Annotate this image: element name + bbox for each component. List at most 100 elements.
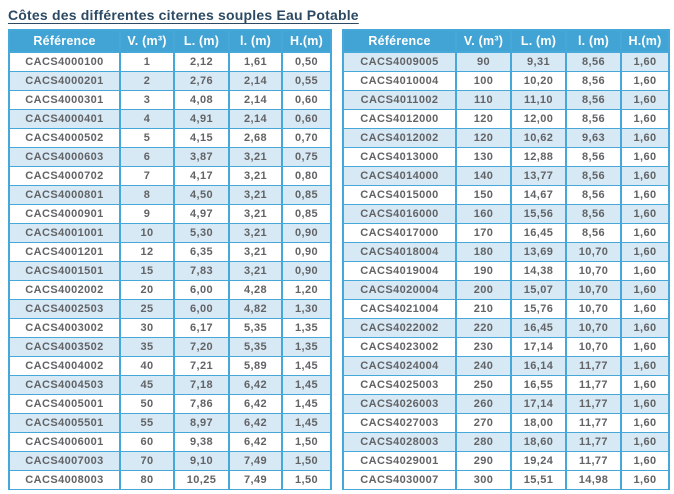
length-cell: 7,18 xyxy=(173,374,230,395)
height-cell: 1,60 xyxy=(620,108,670,129)
width-cell: 10,70 xyxy=(565,241,622,262)
width-cell: 14,98 xyxy=(565,469,622,490)
table-row: CACS4005501 55 8,97 6,42 1,45 xyxy=(8,412,332,433)
volume-cell: 3 xyxy=(119,89,175,110)
length-cell: 7,20 xyxy=(173,336,230,357)
height-cell: 1,60 xyxy=(620,450,670,471)
height-cell: 0,70 xyxy=(281,127,332,148)
width-cell: 10,70 xyxy=(565,317,622,338)
height-cell: 1,60 xyxy=(620,165,670,186)
height-cell: 1,45 xyxy=(281,355,332,376)
table-row: CACS4019004 190 14,38 10,70 1,60 xyxy=(342,260,670,281)
reference-cell: CACS4000801 xyxy=(8,184,121,205)
table-row: CACS4026003 260 17,14 11,77 1,60 xyxy=(342,393,670,414)
height-cell: 1,60 xyxy=(620,89,670,110)
width-cell: 11,77 xyxy=(565,412,622,433)
reference-cell: CACS4005001 xyxy=(8,393,121,414)
reference-cell: CACS4017000 xyxy=(342,222,457,243)
height-cell: 0,90 xyxy=(281,260,332,281)
volume-cell: 1 xyxy=(119,51,175,72)
height-cell: 1,60 xyxy=(620,298,670,319)
reference-cell: CACS4015000 xyxy=(342,184,457,205)
height-cell: 1,60 xyxy=(620,317,670,338)
table-row: CACS4022002 220 16,45 10,70 1,60 xyxy=(342,317,670,338)
column-header-reference: Référence xyxy=(8,29,121,53)
table-row: CACS4004503 45 7,18 6,42 1,45 xyxy=(8,374,332,395)
volume-cell: 150 xyxy=(455,184,512,205)
length-cell: 12,00 xyxy=(510,108,567,129)
table-row: CACS4005001 50 7,86 6,42 1,45 xyxy=(8,393,332,414)
length-cell: 10,62 xyxy=(510,127,567,148)
table-row: CACS4000901 9 4,97 3,21 0,85 xyxy=(8,203,332,224)
length-cell: 13,77 xyxy=(510,165,567,186)
height-cell: 0,60 xyxy=(281,89,332,110)
reference-cell: CACS4024004 xyxy=(342,355,457,376)
width-cell: 11,77 xyxy=(565,355,622,376)
table-row: CACS4002002 20 6,00 4,28 1,20 xyxy=(8,279,332,300)
length-cell: 4,17 xyxy=(173,165,230,186)
width-cell: 8,56 xyxy=(565,51,622,72)
width-cell: 11,77 xyxy=(565,393,622,414)
reference-cell: CACS4002503 xyxy=(8,298,121,319)
table-row: CACS4000100 1 2,12 1,61 0,50 xyxy=(8,51,332,72)
volume-cell: 25 xyxy=(119,298,175,319)
table-row: CACS4000801 8 4,50 3,21 0,85 xyxy=(8,184,332,205)
length-cell: 2,12 xyxy=(173,51,230,72)
width-cell: 8,56 xyxy=(565,108,622,129)
table-row: CACS4020004 200 15,07 10,70 1,60 xyxy=(342,279,670,300)
column-header-width: l. (m) xyxy=(565,29,622,53)
length-cell: 16,45 xyxy=(510,222,567,243)
height-cell: 1,45 xyxy=(281,412,332,433)
width-cell: 10,70 xyxy=(565,260,622,281)
width-cell: 8,56 xyxy=(565,89,622,110)
column-header-height: H.(m) xyxy=(281,29,332,53)
column-header-volume: V. (m³) xyxy=(119,29,175,53)
reference-cell: CACS4009005 xyxy=(342,51,457,72)
volume-cell: 30 xyxy=(119,317,175,338)
table-row: CACS4011002 110 11,10 8,56 1,60 xyxy=(342,89,670,110)
length-cell: 11,10 xyxy=(510,89,567,110)
reference-cell: CACS4023002 xyxy=(342,336,457,357)
height-cell: 1,45 xyxy=(281,374,332,395)
length-cell: 18,60 xyxy=(510,431,567,452)
width-cell: 2,68 xyxy=(228,127,283,148)
reference-cell: CACS4013000 xyxy=(342,146,457,167)
table-row: CACS4012000 120 12,00 8,56 1,60 xyxy=(342,108,670,129)
height-cell: 1,60 xyxy=(620,222,670,243)
right-table-body: CACS4009005 90 9,31 8,56 1,60 CACS4010004 100 1… xyxy=(342,51,670,490)
table-row: CACS4001201 12 6,35 3,21 0,90 xyxy=(8,241,332,262)
volume-cell: 70 xyxy=(119,450,175,471)
volume-cell: 7 xyxy=(119,165,175,186)
length-cell: 3,87 xyxy=(173,146,230,167)
header-row: Référence V. (m³) L. (m) l. (m) H.(m) xyxy=(8,29,332,53)
column-header-volume: V. (m³) xyxy=(455,29,512,53)
width-cell: 1,61 xyxy=(228,51,283,72)
volume-cell: 90 xyxy=(455,51,512,72)
length-cell: 8,97 xyxy=(173,412,230,433)
length-cell: 10,20 xyxy=(510,70,567,91)
width-cell: 5,35 xyxy=(228,317,283,338)
reference-cell: CACS4022002 xyxy=(342,317,457,338)
column-header-length: L. (m) xyxy=(510,29,567,53)
length-cell: 4,15 xyxy=(173,127,230,148)
table-row: CACS4027003 270 18,00 11,77 1,60 xyxy=(342,412,670,433)
height-cell: 1,60 xyxy=(620,241,670,262)
volume-cell: 2 xyxy=(119,70,175,91)
table-row: CACS4012002 120 10,62 9,63 1,60 xyxy=(342,127,670,148)
width-cell: 4,82 xyxy=(228,298,283,319)
height-cell: 1,50 xyxy=(281,431,332,452)
length-cell: 7,86 xyxy=(173,393,230,414)
table-row: CACS4023002 230 17,14 10,70 1,60 xyxy=(342,336,670,357)
volume-cell: 120 xyxy=(455,127,512,148)
reference-cell: CACS4000901 xyxy=(8,203,121,224)
width-cell: 3,21 xyxy=(228,146,283,167)
length-cell: 13,69 xyxy=(510,241,567,262)
volume-cell: 200 xyxy=(455,279,512,300)
volume-cell: 110 xyxy=(455,89,512,110)
height-cell: 1,35 xyxy=(281,336,332,357)
height-cell: 0,85 xyxy=(281,203,332,224)
length-cell: 19,24 xyxy=(510,450,567,471)
height-cell: 1,60 xyxy=(620,51,670,72)
volume-cell: 130 xyxy=(455,146,512,167)
height-cell: 1,50 xyxy=(281,450,332,471)
